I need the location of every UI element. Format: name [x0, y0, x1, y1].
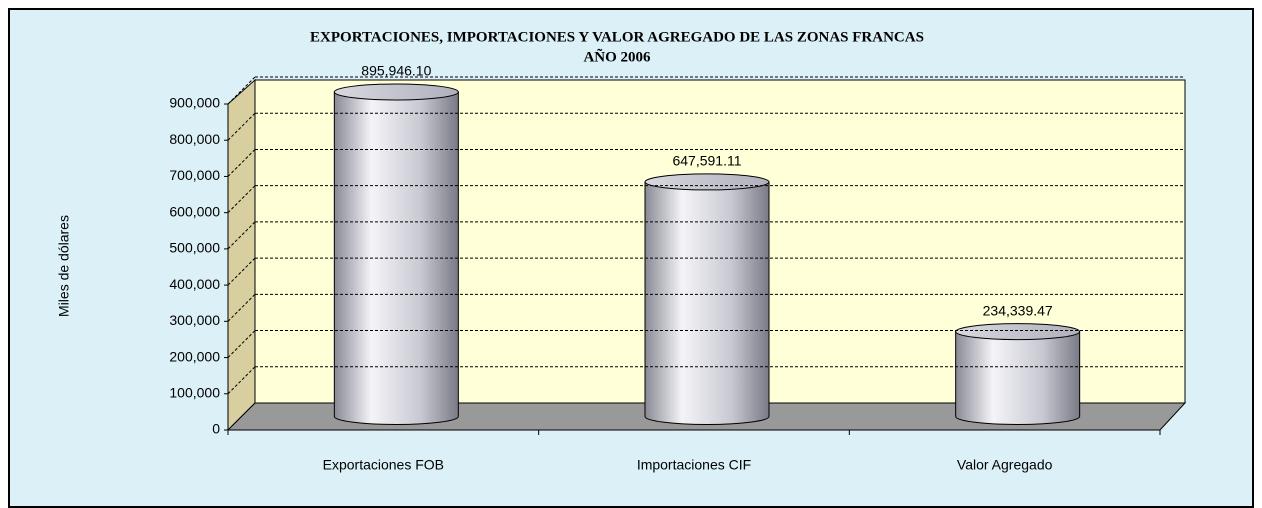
cylinder-top	[644, 173, 770, 191]
bar	[333, 83, 459, 425]
y-tick-label: 700,000	[169, 167, 220, 183]
cylinder-top	[333, 83, 459, 101]
grid-line	[227, 330, 256, 358]
x-tick-label: Valor Agregado	[957, 457, 1053, 473]
grid-line	[227, 293, 256, 322]
y-tick-label: 600,000	[169, 203, 220, 219]
grid-line	[227, 76, 256, 105]
y-tick-label: 300,000	[169, 312, 220, 328]
x-tick-label: Importaciones CIF	[637, 457, 751, 473]
grid-line	[227, 149, 256, 177]
value-label: 647,591.11	[672, 153, 741, 169]
grid-line	[227, 221, 256, 250]
y-axis-label: Miles de dólares	[56, 215, 72, 317]
grid-line	[227, 185, 256, 214]
y-tick-label: 500,000	[169, 240, 220, 256]
value-label: 895,946.10	[361, 63, 431, 79]
chart-subtitle: AÑO 2006	[583, 47, 651, 65]
grid-line	[227, 112, 256, 141]
chart-title: EXPORTACIONES, IMPORTACIONES Y VALOR AGR…	[310, 29, 924, 45]
y-tick-label: 100,000	[169, 384, 220, 400]
y-tick-label: 200,000	[169, 348, 220, 364]
x-tick-label: Exportaciones FOB	[323, 457, 444, 473]
y-tick-label: 400,000	[169, 276, 220, 292]
grid-line	[227, 257, 256, 286]
value-label: 234,339.47	[983, 302, 1053, 318]
y-tick-label: 800,000	[169, 131, 220, 147]
bar	[955, 323, 1081, 426]
cylinder-body	[644, 181, 770, 425]
cylinder-body	[955, 331, 1081, 426]
cylinder-top	[955, 323, 1081, 341]
side-wall	[227, 78, 256, 432]
y-tick-label: 900,000	[169, 95, 220, 111]
grid-line	[227, 366, 256, 395]
y-tick-label: 0	[212, 421, 220, 437]
bar	[644, 173, 770, 425]
